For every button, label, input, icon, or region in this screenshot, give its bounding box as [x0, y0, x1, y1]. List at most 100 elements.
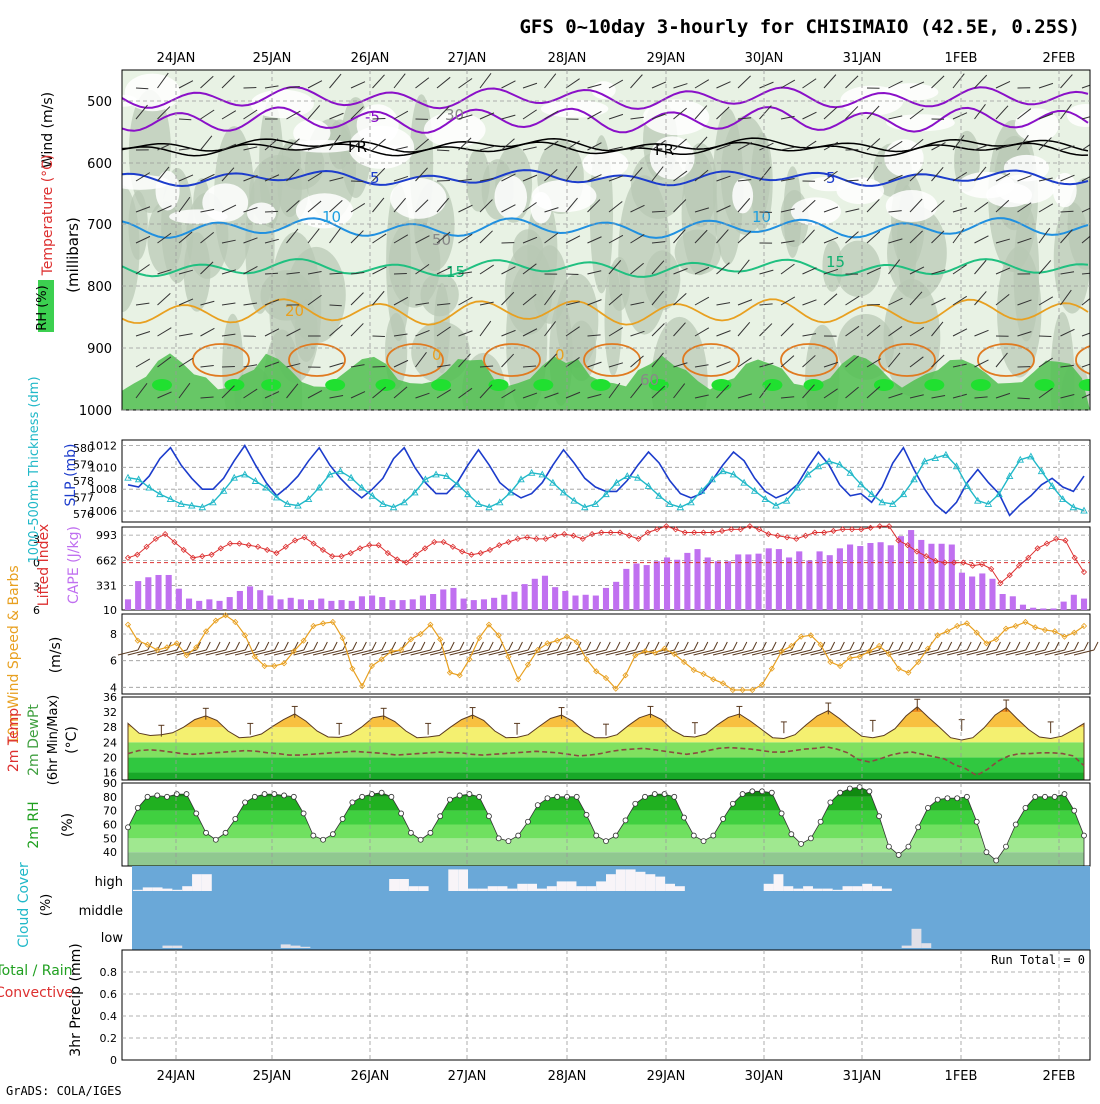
cape-bar	[542, 576, 548, 610]
wind-barb-10m	[225, 650, 245, 655]
cape-bar	[1000, 594, 1006, 610]
rh-shade-dry	[732, 178, 753, 213]
wind-barb-flag	[675, 642, 679, 650]
wind-barb	[373, 118, 386, 119]
wind-barb-10m	[1015, 650, 1035, 655]
rh-point	[243, 800, 248, 805]
rh-point	[438, 814, 443, 819]
cape-bar	[786, 557, 792, 610]
cloud-high-bar	[567, 881, 577, 891]
cloud-high-bar	[803, 886, 813, 891]
wind-barb-flag	[216, 642, 220, 650]
rh-point	[886, 844, 891, 849]
wind-barb-10m	[898, 650, 918, 655]
pressure-level-tick: 700	[87, 218, 112, 233]
rh-point	[730, 801, 735, 806]
wind-barb-10m	[596, 650, 616, 655]
cloud-low-bar	[162, 946, 172, 948]
isotherm-label: 60	[640, 371, 659, 389]
wind-barb-10m	[216, 650, 236, 655]
rh-shade-dry	[582, 150, 628, 178]
date-top-26JAN: 26JAN	[351, 51, 390, 66]
rh-point	[857, 785, 862, 790]
cloud-level-low: low	[101, 931, 124, 946]
rh-shade-dry	[986, 183, 1032, 207]
cloud-low-bar	[902, 946, 912, 948]
cape-bar	[603, 588, 609, 610]
rh-point	[184, 792, 189, 797]
cloud-high-bar	[537, 889, 547, 891]
wind-barb-flag	[977, 642, 981, 650]
pressure-level-tick: 900	[87, 342, 112, 357]
cape-bar	[369, 596, 375, 610]
ylabel-slp: SLP (mb)	[63, 443, 79, 506]
rh-point	[516, 833, 521, 838]
cloud-high-bar	[419, 886, 429, 891]
cloud-low-bar	[172, 946, 182, 948]
cloud-high-bar	[843, 886, 853, 891]
rh-point	[291, 794, 296, 799]
wind-barb-flag	[1055, 642, 1059, 650]
cape-bar	[705, 557, 711, 610]
wind-barb-10m	[420, 650, 440, 655]
rh-tick: 80	[103, 791, 117, 804]
date-top-24JAN: 24JAN	[157, 51, 196, 66]
wind-barb-10m	[830, 650, 850, 655]
wind-barb-flag	[684, 642, 688, 650]
cape-bar	[633, 564, 639, 610]
wind-barb-flag	[450, 642, 454, 650]
wind-barb-flag	[948, 642, 952, 650]
wind-barb	[222, 366, 235, 367]
cloud-high-bar	[852, 886, 862, 891]
cloud-high-bar	[448, 869, 458, 891]
rh-shade-dry	[886, 190, 938, 222]
cloud-high-bar	[133, 890, 143, 891]
cloud-level-middle: middle	[79, 904, 123, 919]
cape-bar	[928, 544, 934, 610]
rh-point	[194, 811, 199, 816]
wind-barb-10m	[996, 650, 1016, 655]
cloud-high-bar	[153, 887, 163, 891]
rh-band	[122, 811, 1090, 825]
wind-barb-10m	[781, 650, 801, 655]
cape-tick: 662	[96, 554, 117, 567]
cape-bar	[939, 544, 945, 610]
wind-barb-10m	[118, 650, 138, 655]
rh-point	[213, 837, 218, 842]
wind-barb	[136, 88, 148, 89]
cape-bar	[1071, 595, 1077, 610]
rh-point	[321, 837, 326, 842]
cape-bar	[186, 599, 192, 610]
cape-bar	[888, 545, 894, 610]
wind-tick: 6	[110, 655, 117, 668]
rh-saturated-spot	[224, 379, 244, 391]
ylabel-minmax: (6hr Min/Max)	[46, 695, 61, 785]
cape-bar	[644, 565, 650, 610]
rh-point	[721, 816, 726, 821]
rh-point	[779, 811, 784, 816]
wind-barb-10m	[967, 650, 987, 655]
wind-barb-10m	[801, 650, 821, 655]
temp-band	[122, 772, 1090, 780]
cloud-high-bar	[576, 886, 586, 891]
cape-bar	[511, 592, 517, 610]
cape-bar	[776, 549, 782, 610]
temp-tick: 28	[103, 721, 117, 734]
wind-barb	[437, 180, 450, 181]
temp-tick: 32	[103, 706, 117, 719]
wind-barb-10m	[430, 650, 450, 655]
cape-bar	[1010, 596, 1016, 610]
rh-shade-dry	[884, 139, 923, 176]
temp-tick: 20	[103, 751, 117, 764]
rh-point	[1033, 794, 1038, 799]
rh-point	[447, 797, 452, 802]
cape-bar	[349, 601, 355, 610]
rh-point	[165, 794, 170, 799]
precip-tick: 0.8	[100, 966, 118, 979]
rh-tick: 70	[103, 805, 117, 818]
date-top-29JAN: 29JAN	[647, 51, 686, 66]
wind-barb-flag	[353, 642, 357, 650]
precip-tick: 0.2	[100, 1032, 118, 1045]
isotherm-label: 30	[445, 106, 464, 124]
